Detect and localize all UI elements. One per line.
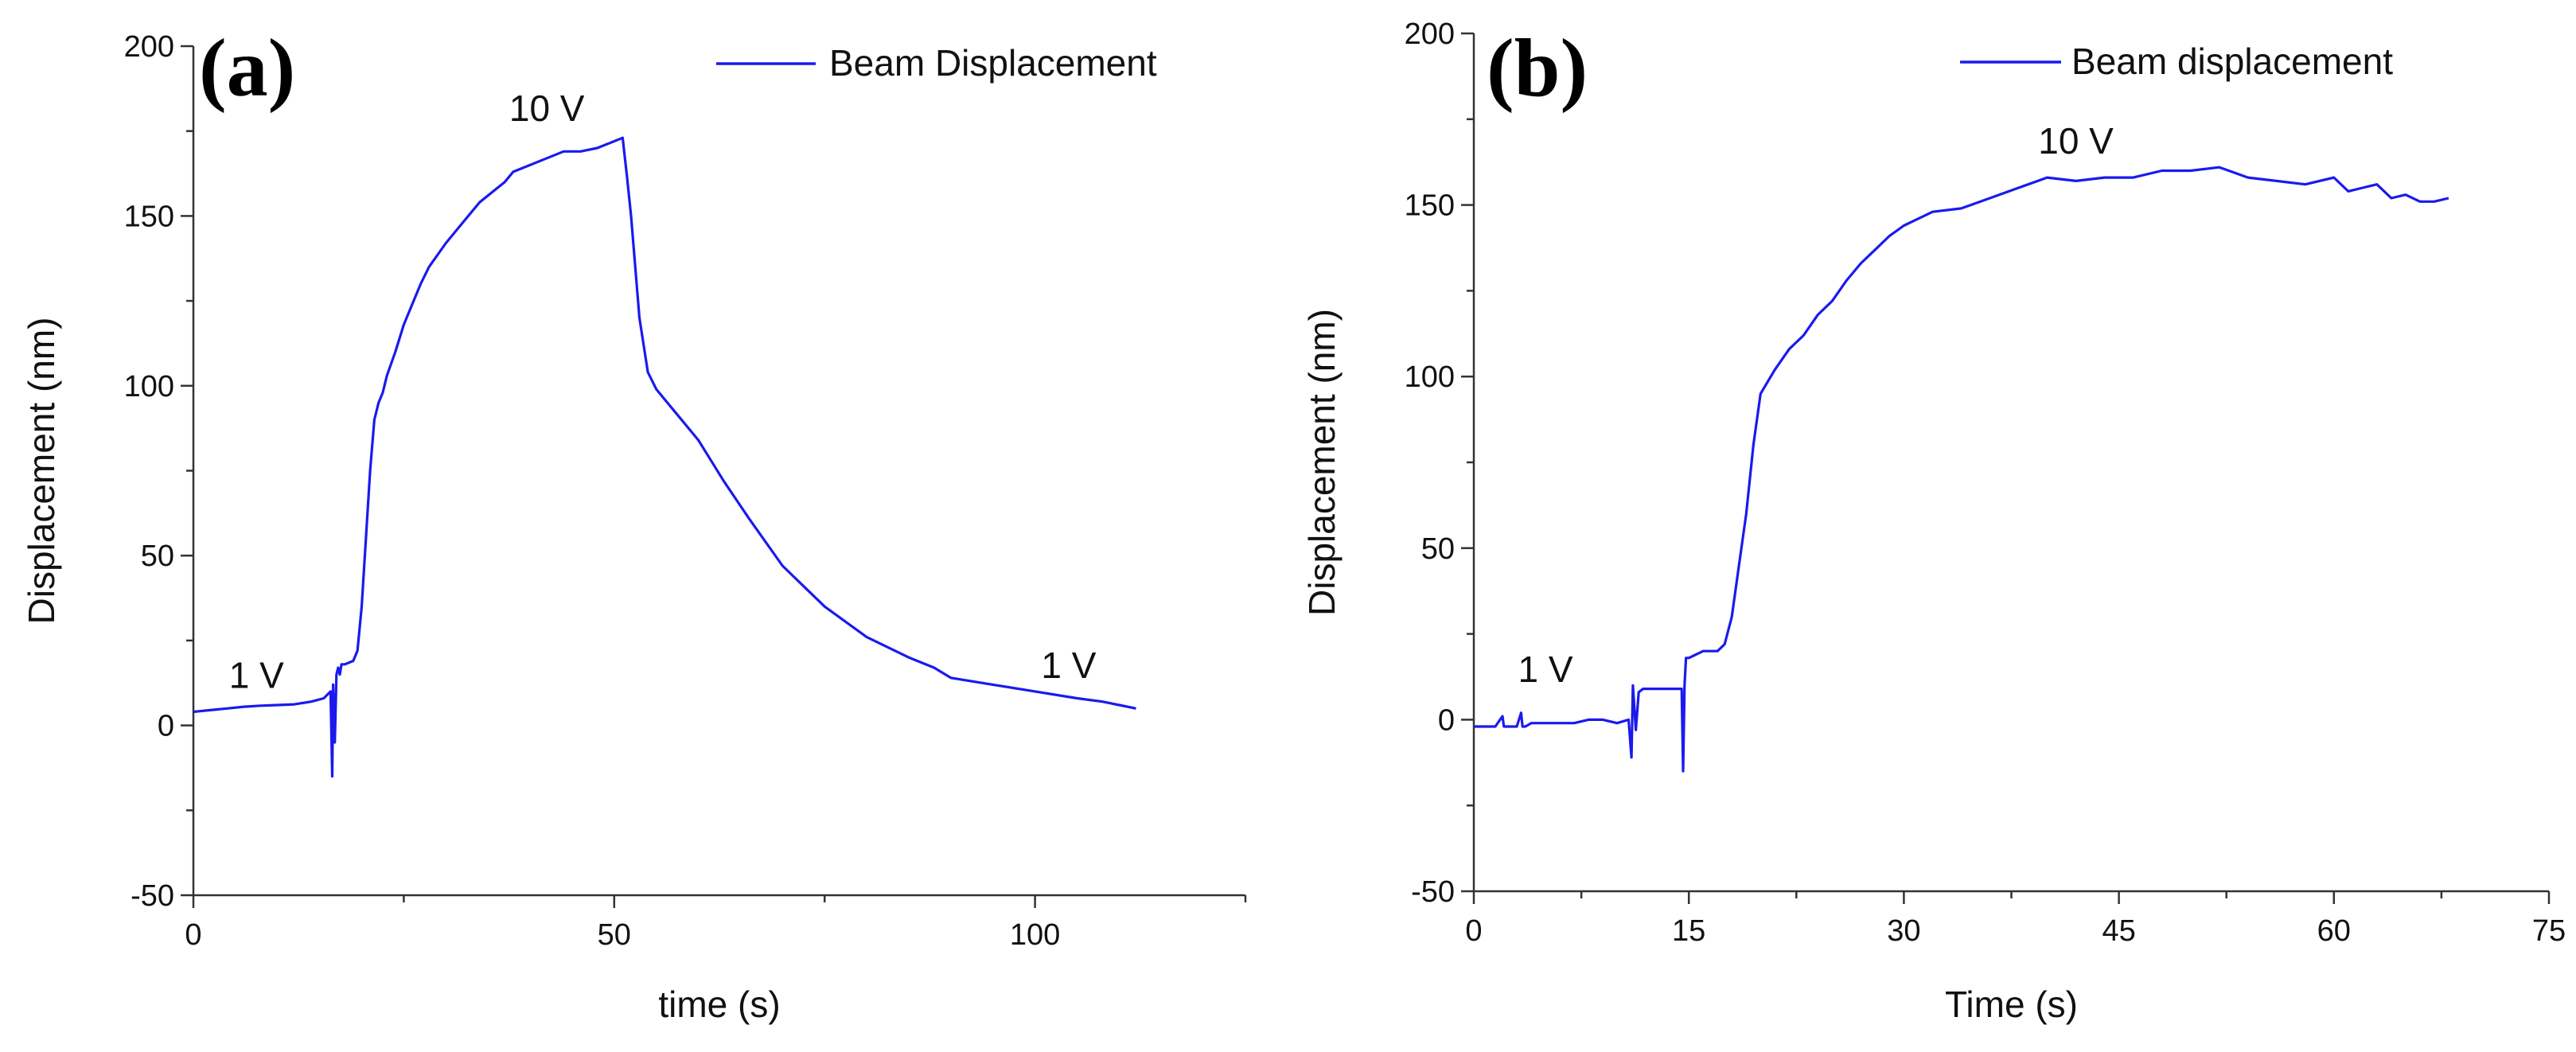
panel-a-x-tick-label: 0 [185, 918, 201, 952]
panel-a-series-line [193, 136, 1136, 778]
panel-a-y-tick-label: 150 [124, 200, 174, 233]
panel-b-y-tick-label: 200 [1405, 18, 1455, 51]
panel-a-y-tick-label: -50 [131, 879, 174, 913]
panel-b-x-tick-label: 0 [1465, 914, 1482, 948]
panel-a-x-axis-title: time (s) [658, 984, 780, 1025]
panel-b-x-tick-label: 45 [2102, 914, 2135, 948]
panel-b-y-tick-label: 150 [1405, 189, 1455, 223]
panel-b-series-line [1474, 166, 2449, 773]
panel-b-y-tick-label: 0 [1438, 703, 1455, 737]
panel-b-y-tick-label: 100 [1405, 360, 1455, 394]
panel-a-y-axis-title: Displacement (nm) [21, 318, 62, 625]
panel-b-y-tick-label: -50 [1411, 875, 1455, 909]
panel-a-y-tick-label: 200 [124, 30, 174, 64]
panel-b-x-tick-label: 75 [2532, 914, 2566, 948]
panel-b-x-tick-label: 30 [1887, 914, 1920, 948]
panel-a-legend-label: Beam Displacement [829, 42, 1157, 84]
panel-a-label: (a) [199, 22, 295, 114]
panel-b-x-tick-label: 60 [2317, 914, 2351, 948]
panel-b-y-axis-title: Displacement (nm) [1301, 309, 1343, 616]
panel-a-voltage-annotation: 10 V [509, 88, 585, 129]
panel-a-y-tick-label: 50 [141, 540, 174, 573]
panel-b: -50 0 50 100 150 200 0 15 30 45 60 75 Time (s) Displa… [1301, 18, 2566, 1025]
panel-b-y-tick-label: 50 [1421, 532, 1455, 566]
panel-b-x-tick-label: 15 [1672, 914, 1705, 948]
panel-b-voltage-annotation: 1 V [1518, 649, 1573, 690]
panel-a-voltage-annotation: 1 V [229, 655, 284, 696]
panel-a-y-tick-label: 0 [158, 710, 174, 743]
panel-b-legend-label: Beam displacement [2071, 41, 2393, 82]
panel-a: -50 0 50 100 150 200 0 50 100 time (s) Displacemen… [21, 22, 1247, 1025]
panel-a-voltage-annotation: 1 V [1041, 645, 1096, 686]
panel-a-y-tick-label: 100 [124, 370, 174, 403]
panel-b-x-axis-title: Time (s) [1945, 984, 2078, 1025]
panel-b-voltage-annotation: 10 V [2038, 120, 2114, 162]
panel-a-x-tick-label: 100 [1010, 918, 1060, 952]
panel-a-x-tick-label: 50 [598, 918, 631, 952]
panel-b-label: (b) [1487, 22, 1588, 114]
